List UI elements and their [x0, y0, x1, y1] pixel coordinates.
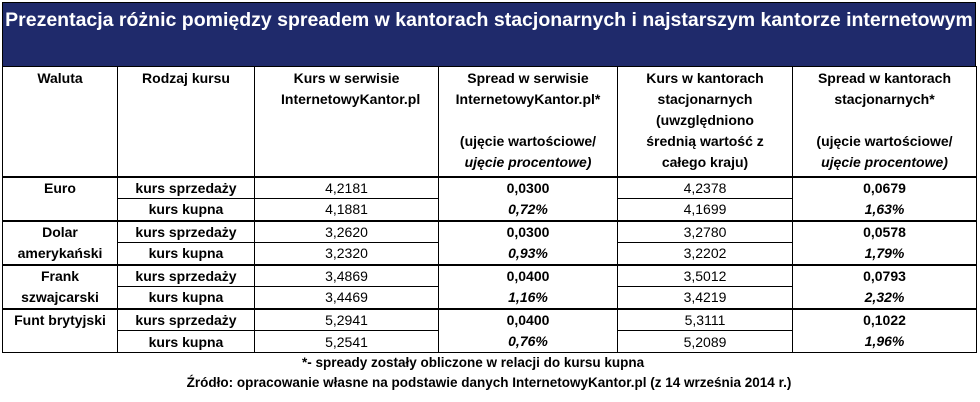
online-rate-cell: 4,1881	[254, 198, 439, 221]
table-row: kurs kupna 3,2320 0,93% 3,2202 1,79%	[3, 242, 977, 265]
online-spread-value: 0,0400	[438, 263, 618, 287]
online-rate-cell: 3,4869	[254, 263, 439, 287]
rate-type-cell: kurs kupna	[117, 286, 255, 309]
office-spread-value: 0,0578	[792, 219, 977, 243]
rate-type-cell: kurs kupna	[117, 330, 255, 353]
header-row: Waluta Rodzaj kursu Kurs w serwisie Inte…	[2, 66, 977, 177]
currency-cell: Funt brytyjski	[2, 307, 118, 353]
office-rate-cell: 3,5012	[617, 263, 793, 287]
spread-comparison-table: Prezentacja różnic pomiędzy spreadem w k…	[2, 2, 977, 393]
office-rate-cell: 3,2202	[617, 242, 793, 265]
header-spread-kantory-main: Spread w kantorach stacjonarnych*	[817, 70, 952, 107]
online-spread-value: 0,0300	[438, 219, 618, 243]
header-spread-kantory-sub2: ujęcie procentowe)	[821, 154, 948, 170]
table-notes: *- spready zostały obliczone w relacji d…	[2, 353, 976, 393]
table-row: kurs kupna 4,1881 0,72% 4,1699 1,63%	[3, 198, 977, 221]
header-kurs-serwis: Kurs w serwisie InternetowyKantor.pl	[254, 66, 439, 177]
online-rate-cell: 5,2941	[254, 307, 439, 331]
online-rate-cell: 3,2320	[254, 242, 439, 265]
currency-cell: Frank szwajcarski	[2, 263, 118, 309]
currency-cell: Dolar amerykański	[2, 219, 118, 265]
rate-type-cell: kurs kupna	[117, 242, 255, 265]
office-spread-value: 0,1022	[792, 307, 977, 331]
source-note: Źródło: opracowanie własne na podstawie …	[186, 375, 792, 390]
header-spread-kantory-sub1: (ujęcie wartościowe/	[816, 133, 953, 149]
office-rate-cell: 5,2089	[617, 330, 793, 353]
table-row: Funt brytyjski kurs sprzedaży 5,2941 0,0…	[2, 307, 977, 353]
online-spread-pct: 1,16%	[438, 286, 618, 309]
table-row: Frank szwajcarski kurs sprzedaży 3,4869 …	[2, 263, 977, 309]
table-title: Prezentacja różnic pomiędzy spreadem w k…	[2, 2, 976, 66]
table-row: Euro kurs sprzedaży 4,2181 0,0300 4,2378…	[2, 175, 977, 221]
online-rate-cell: 3,2620	[254, 219, 439, 243]
office-spread-pct: 1,96%	[792, 330, 977, 353]
rate-type-cell: kurs sprzedaży	[117, 307, 255, 331]
header-rodzaj-kursu: Rodzaj kursu	[117, 66, 255, 177]
table-row: kurs kupna 5,2541 0,76% 5,2089 1,96%	[3, 330, 977, 353]
online-rate-cell: 5,2541	[254, 330, 439, 353]
rate-type-cell: kurs kupna	[117, 198, 255, 221]
header-waluta: Waluta	[2, 66, 118, 177]
office-rate-cell: 4,1699	[617, 198, 793, 221]
table-row: kurs kupna 3,4469 1,16% 3,4219 2,32%	[3, 286, 977, 309]
office-rate-cell: 4,2378	[617, 175, 793, 199]
office-spread-pct: 2,32%	[792, 286, 977, 309]
header-spread-kantory: Spread w kantorach stacjonarnych* (ujęci…	[792, 66, 977, 177]
header-spread-serwis-main: Spread w serwisie InternetowyKantor.pl*	[455, 70, 601, 107]
rate-type-cell: kurs sprzedaży	[117, 263, 255, 287]
rate-type-cell: kurs sprzedaży	[117, 219, 255, 243]
office-spread-pct: 1,63%	[792, 198, 977, 221]
header-spread-serwis: Spread w serwisie InternetowyKantor.pl* …	[438, 66, 618, 177]
data-table: Waluta Rodzaj kursu Kurs w serwisie Inte…	[2, 66, 977, 353]
office-rate-cell: 3,4219	[617, 286, 793, 309]
online-spread-pct: 0,76%	[438, 330, 618, 353]
office-spread-value: 0,0679	[792, 175, 977, 199]
office-spread-pct: 1,79%	[792, 242, 977, 265]
online-rate-cell: 4,2181	[254, 175, 439, 199]
footnote: *- spready zostały obliczone w relacji d…	[302, 355, 645, 370]
header-spread-serwis-sub2: ujęcie procentowe)	[464, 154, 592, 170]
header-kurs-kantory: Kurs w kantorach stacjonarnych (uwzględn…	[617, 66, 793, 177]
table-row: Dolar amerykański kurs sprzedaży 3,2620 …	[2, 219, 977, 265]
currency-cell: Euro	[2, 175, 118, 221]
online-spread-value: 0,0400	[438, 307, 618, 331]
online-spread-value: 0,0300	[438, 175, 618, 199]
office-spread-value: 0,0793	[792, 263, 977, 287]
office-rate-cell: 5,3111	[617, 307, 793, 331]
office-rate-cell: 3,2780	[617, 219, 793, 243]
online-spread-pct: 0,72%	[438, 198, 618, 221]
header-spread-serwis-sub1: (ujęcie wartościowe/	[459, 133, 597, 149]
online-rate-cell: 3,4469	[254, 286, 439, 309]
rate-type-cell: kurs sprzedaży	[117, 175, 255, 199]
online-spread-pct: 0,93%	[438, 242, 618, 265]
